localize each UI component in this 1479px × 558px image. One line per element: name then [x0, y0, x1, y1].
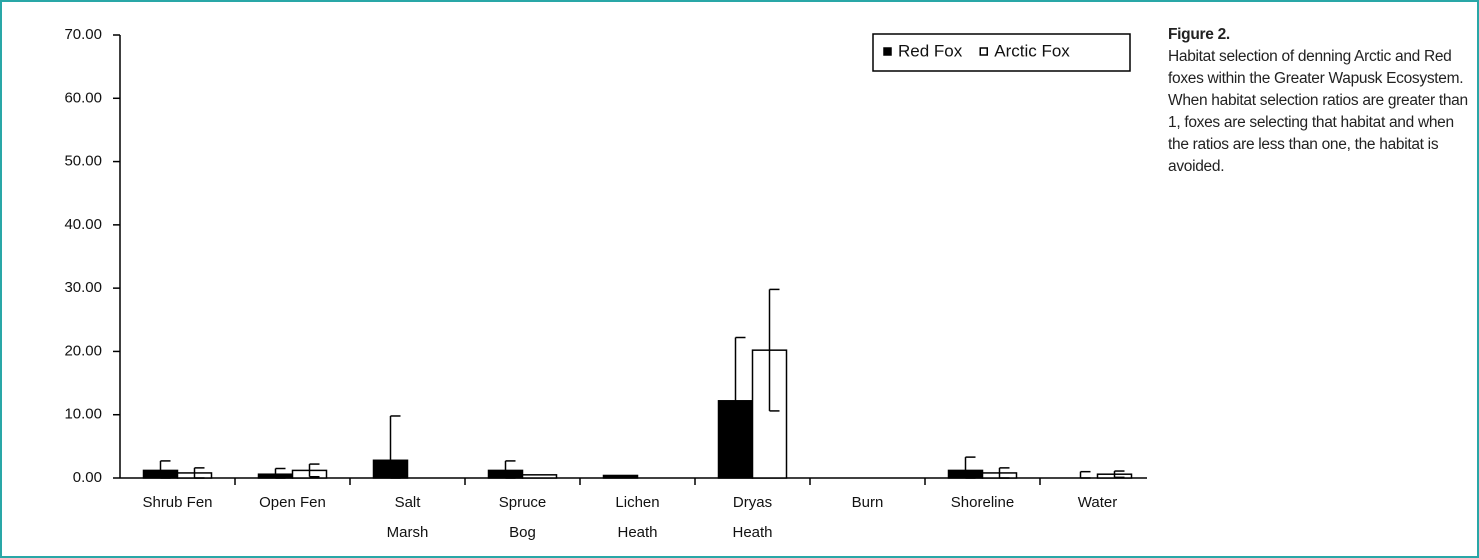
y-tick-label: 10.00: [64, 406, 102, 423]
x-tick-label: Lichen: [615, 494, 659, 511]
x-tick-label: Spruce: [499, 494, 547, 511]
caption-text: Habitat selection of denning Arctic and …: [1168, 48, 1468, 175]
y-tick-label: 30.00: [64, 279, 102, 296]
x-tick-label: Open Fen: [259, 494, 326, 511]
legend-swatch: [883, 47, 892, 56]
bar: [602, 474, 639, 479]
y-tick-label: 0.00: [73, 469, 102, 486]
caption-title: Figure 2.: [1168, 26, 1230, 43]
x-tick-label: Burn: [852, 494, 884, 511]
x-tick-label: Salt: [395, 494, 422, 511]
x-tick-label: Shrub Fen: [142, 494, 212, 511]
y-tick-label: 20.00: [64, 342, 102, 359]
legend-swatch: [979, 47, 988, 56]
legend-label: Red Fox: [898, 41, 963, 60]
y-tick-label: 60.00: [64, 89, 102, 106]
x-tick-label: Heath: [617, 524, 657, 541]
y-tick-label: 40.00: [64, 216, 102, 233]
y-tick-label: 70.00: [64, 26, 102, 43]
x-tick-label: Heath: [732, 524, 772, 541]
x-tick-label: Water: [1078, 494, 1117, 511]
legend-label: Arctic Fox: [994, 41, 1070, 60]
x-tick-label: Dryas: [733, 494, 772, 511]
bar: [521, 474, 558, 479]
x-tick-label: Shoreline: [951, 494, 1014, 511]
x-tick-label: Marsh: [387, 524, 429, 541]
x-tick-label: Bog: [509, 524, 536, 541]
y-tick-label: 50.00: [64, 153, 102, 170]
legend-box: [872, 33, 1131, 72]
caption: Figure 2. Habitat selection of denning A…: [1168, 24, 1468, 178]
